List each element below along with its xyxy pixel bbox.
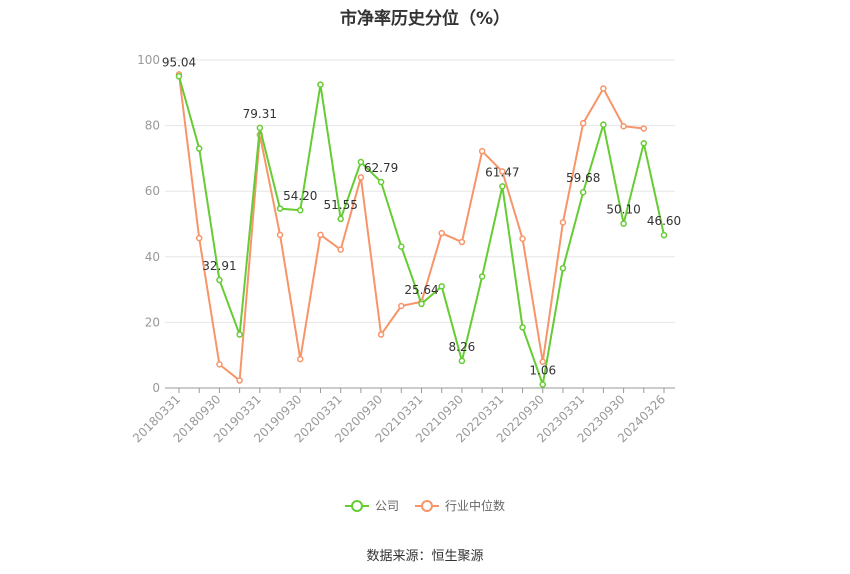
data-labels: 95.04 32.91 79.31 54.20 51.55 62.79 25.64 8.26 6…	[162, 55, 681, 377]
data-point	[357, 158, 365, 166]
legend-item[interactable]: 公司	[344, 497, 399, 514]
data-point	[438, 229, 445, 237]
data-point	[539, 358, 546, 366]
data-point	[559, 265, 567, 272]
data-point	[519, 324, 526, 331]
y-tick-label: 20	[145, 315, 160, 329]
data-label: 59.68	[566, 171, 600, 185]
data-point	[600, 85, 607, 92]
data-point	[337, 246, 344, 253]
data-point	[640, 140, 648, 147]
y-tick-label: 0	[152, 381, 160, 395]
data-point	[458, 357, 466, 365]
data-point	[276, 205, 284, 212]
data-point	[579, 188, 587, 196]
data-label: 32.91	[202, 259, 236, 273]
data-point	[297, 206, 304, 214]
data-label: 79.31	[243, 107, 277, 121]
grid-lines	[165, 59, 675, 323]
data-point	[539, 381, 546, 388]
data-point	[377, 331, 385, 338]
data-point	[559, 219, 567, 226]
data-point	[175, 73, 183, 80]
data-point	[236, 331, 243, 338]
data-point	[458, 238, 466, 246]
data-point	[236, 377, 243, 384]
data-point	[276, 231, 284, 239]
series-lines	[175, 71, 668, 388]
data-point	[216, 276, 223, 284]
data-point	[317, 81, 324, 88]
data-point	[195, 145, 203, 152]
data-label: 61.47	[485, 165, 519, 179]
data-point	[256, 124, 264, 132]
data-point	[438, 283, 445, 290]
data-point	[297, 355, 304, 363]
data-point	[377, 178, 385, 186]
y-tick-label: 60	[145, 184, 160, 198]
data-label: 46.60	[647, 214, 681, 228]
data-label: 54.20	[283, 189, 317, 203]
data-point	[357, 174, 365, 181]
data-point	[398, 302, 405, 310]
legend: 公司 行业中位数	[0, 497, 850, 515]
data-point	[478, 147, 486, 155]
data-point	[640, 125, 648, 132]
data-label: 8.26	[449, 340, 476, 354]
data-point	[579, 120, 587, 127]
y-tick-label: 80	[145, 119, 160, 133]
data-point	[216, 361, 223, 368]
data-point	[317, 231, 324, 239]
data-label: 1.06	[529, 364, 556, 378]
data-point	[620, 123, 627, 130]
legend-label: 公司	[374, 499, 399, 513]
y-tick-label: 100	[137, 53, 160, 67]
series-line	[178, 74, 644, 382]
data-point	[600, 121, 607, 128]
data-label: 51.55	[323, 198, 357, 212]
data-point	[499, 183, 506, 190]
data-label: 95.04	[162, 55, 196, 69]
data-point	[398, 243, 405, 250]
data-label: 50.10	[606, 203, 640, 217]
y-tick-label: 40	[145, 250, 160, 264]
data-label: 62.79	[364, 161, 398, 175]
source-note: 数据来源：恒生聚源	[366, 549, 484, 564]
data-point	[660, 231, 668, 239]
data-point	[418, 300, 425, 308]
legend-swatch	[415, 499, 439, 512]
data-label: 25.64	[404, 283, 438, 297]
data-point	[195, 234, 203, 242]
data-point	[478, 273, 486, 280]
chart-title: 市净率历史分位（%）	[339, 9, 511, 29]
data-point	[337, 215, 344, 223]
data-point	[620, 220, 627, 227]
data-point	[499, 168, 506, 175]
data-point	[519, 235, 526, 243]
legend-swatch	[344, 499, 369, 512]
legend-item[interactable]: 行业中位数	[415, 497, 505, 514]
legend-label: 行业中位数	[445, 499, 506, 513]
